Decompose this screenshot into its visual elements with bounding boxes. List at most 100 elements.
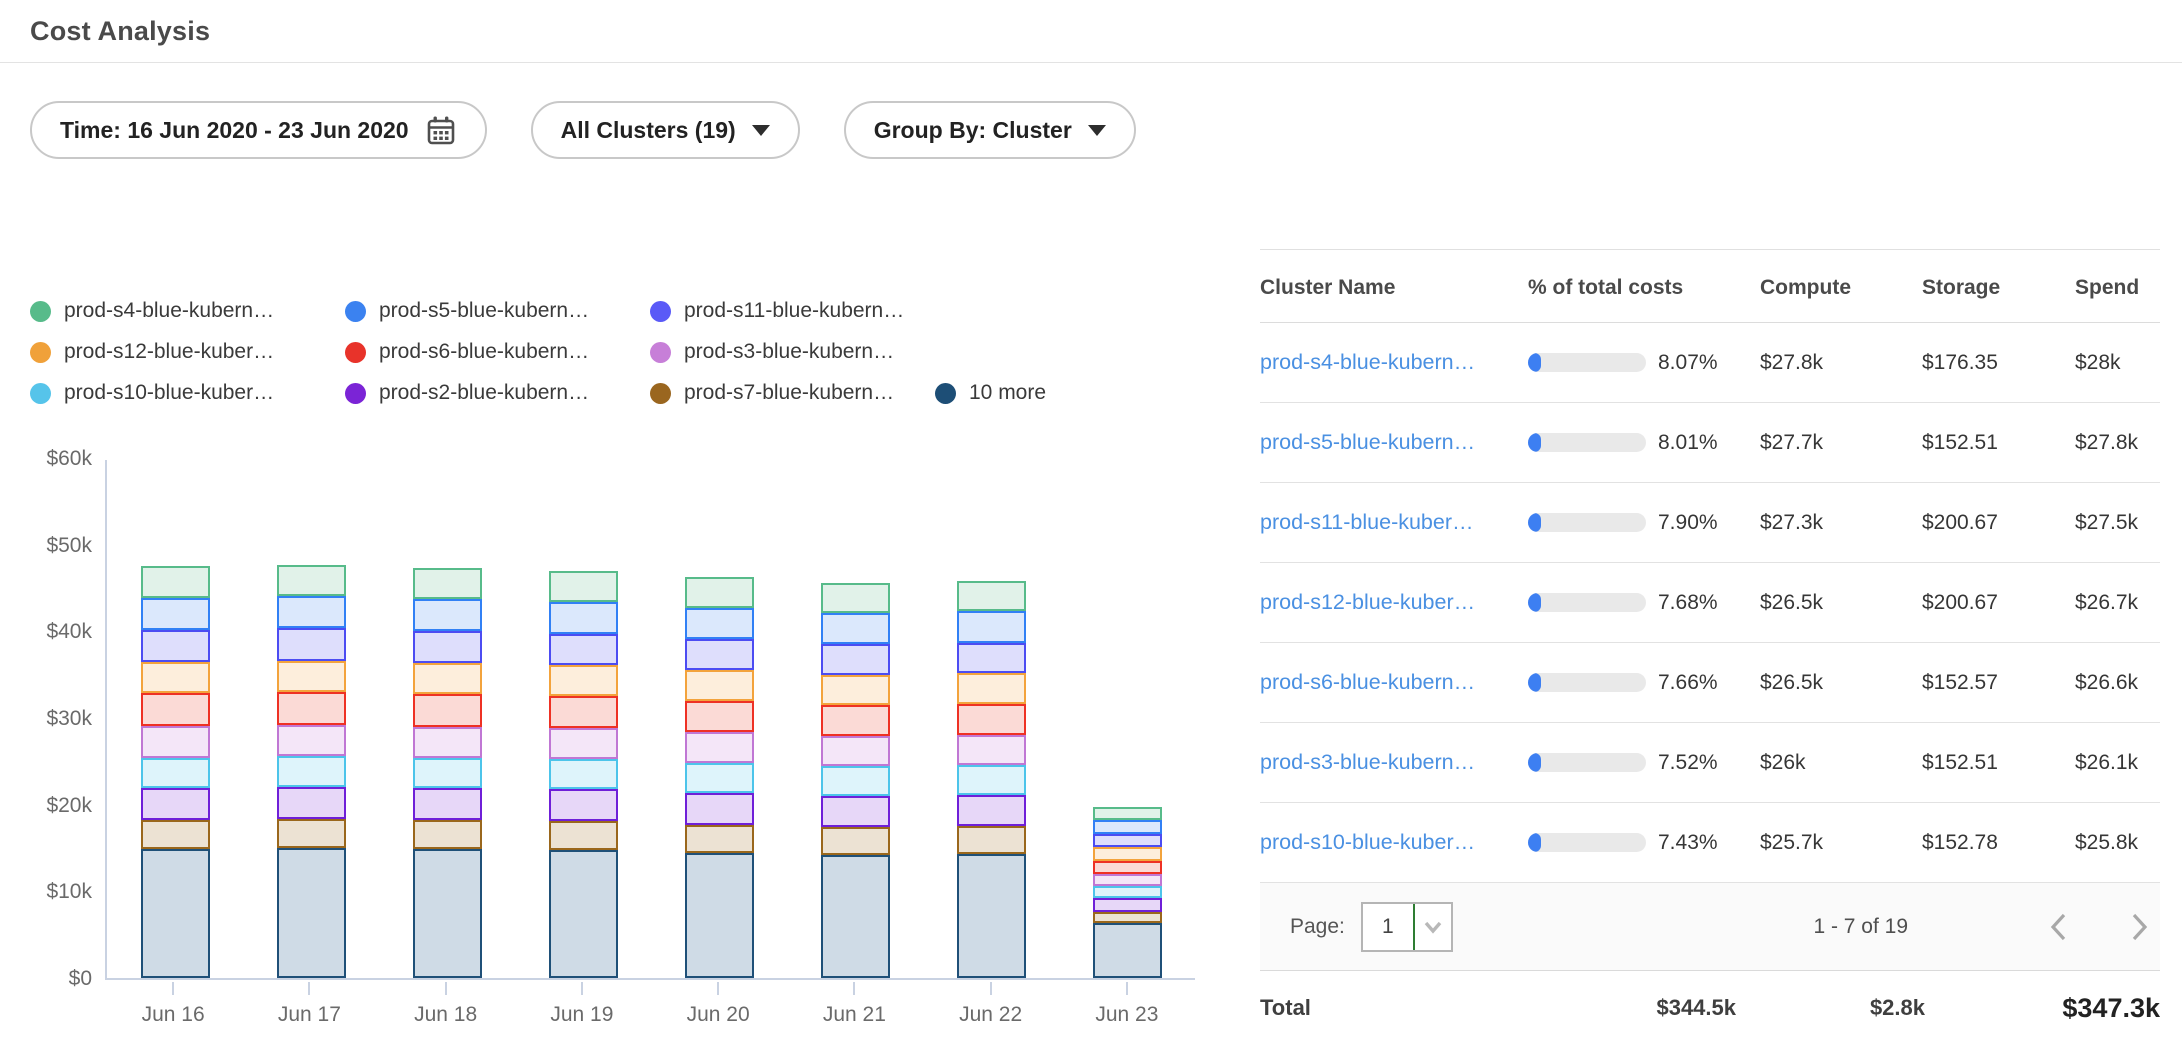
stacked-bar[interactable] (684, 577, 754, 978)
bar-segment[interactable] (820, 766, 890, 796)
cluster-name-link[interactable]: prod-s4-blue-kubern… (1260, 350, 1476, 374)
bar-segment[interactable] (1092, 847, 1162, 861)
bar-segment[interactable] (412, 663, 482, 695)
legend-item[interactable]: prod-s12-blue-kuber… (30, 340, 345, 364)
cluster-name-link[interactable]: prod-s11-blue-kuber… (1260, 510, 1474, 534)
bar-segment[interactable] (276, 819, 346, 848)
bar-segment[interactable] (956, 673, 1026, 704)
stacked-bar[interactable] (820, 582, 890, 978)
bar-segment[interactable] (820, 582, 890, 614)
bar-segment[interactable] (276, 786, 346, 819)
bar-segment[interactable] (956, 642, 1026, 674)
bar-segment[interactable] (1092, 873, 1162, 887)
bar-segment[interactable] (820, 704, 890, 736)
bar-segment[interactable] (956, 854, 1026, 978)
bar-segment[interactable] (276, 848, 346, 978)
time-range-filter-button[interactable]: Time: 16 Jun 2020 - 23 Jun 2020 (30, 101, 487, 159)
legend-item[interactable]: prod-s2-blue-kubern… (345, 381, 650, 405)
bar-segment[interactable] (412, 599, 482, 632)
stacked-bar[interactable] (956, 581, 1026, 978)
bar-segment[interactable] (548, 728, 618, 760)
bar-segment[interactable] (820, 674, 890, 705)
bar-segment[interactable] (140, 693, 210, 726)
bar-segment[interactable] (820, 643, 890, 675)
bar-segment[interactable] (684, 700, 754, 733)
cluster-name-link[interactable]: prod-s6-blue-kubern… (1260, 670, 1476, 694)
legend-item[interactable]: prod-s6-blue-kubern… (345, 340, 650, 364)
legend-item[interactable]: prod-s11-blue-kubern… (650, 299, 935, 323)
bar-segment[interactable] (1092, 860, 1162, 874)
next-page-button[interactable] (2116, 905, 2160, 949)
bar-segment[interactable] (548, 571, 618, 603)
bar-segment[interactable] (412, 788, 482, 821)
legend-item[interactable]: prod-s7-blue-kubern… (650, 381, 935, 405)
clusters-filter-dropdown[interactable]: All Clusters (19) (530, 101, 800, 159)
bar-segment[interactable] (276, 756, 346, 787)
bar-segment[interactable] (684, 824, 754, 854)
bar-segment[interactable] (140, 566, 210, 598)
bar-segment[interactable] (276, 628, 346, 661)
cluster-name-link[interactable]: prod-s12-blue-kuber… (1260, 590, 1476, 614)
legend-item[interactable]: prod-s4-blue-kubern… (30, 299, 345, 323)
bar-segment[interactable] (684, 608, 754, 640)
bar-segment[interactable] (1092, 807, 1162, 821)
bar-segment[interactable] (548, 665, 618, 697)
legend-item[interactable]: prod-s3-blue-kubern… (650, 340, 935, 364)
bar-segment[interactable] (1092, 912, 1162, 924)
bar-segment[interactable] (412, 694, 482, 727)
cluster-name-link[interactable]: prod-s3-blue-kubern… (1260, 750, 1476, 774)
bar-segment[interactable] (684, 639, 754, 671)
bar-segment[interactable] (548, 789, 618, 822)
bar-segment[interactable] (412, 631, 482, 664)
bar-segment[interactable] (140, 725, 210, 758)
bar-segment[interactable] (684, 732, 754, 764)
bar-segment[interactable] (548, 602, 618, 634)
bar-segment[interactable] (1092, 834, 1162, 848)
bar-segment[interactable] (548, 633, 618, 666)
bar-segment[interactable] (820, 795, 890, 827)
cluster-name-link[interactable]: prod-s5-blue-kubern… (1260, 430, 1476, 454)
bar-segment[interactable] (276, 660, 346, 692)
bar-segment[interactable] (276, 691, 346, 725)
bar-segment[interactable] (412, 820, 482, 849)
bar-segment[interactable] (684, 763, 754, 794)
bar-segment[interactable] (548, 759, 618, 790)
bar-segment[interactable] (412, 757, 482, 789)
bar-segment[interactable] (956, 611, 1026, 643)
bar-segment[interactable] (956, 765, 1026, 795)
stacked-bar[interactable] (140, 566, 210, 978)
bar-segment[interactable] (956, 581, 1026, 612)
cluster-name-link[interactable]: prod-s10-blue-kuber… (1260, 830, 1476, 854)
stacked-bar[interactable] (276, 565, 346, 978)
bar-segment[interactable] (1092, 886, 1162, 899)
bar-segment[interactable] (684, 577, 754, 609)
bar-segment[interactable] (820, 854, 890, 978)
bar-segment[interactable] (276, 565, 346, 597)
bar-segment[interactable] (1092, 820, 1162, 835)
bar-segment[interactable] (276, 724, 346, 757)
bar-segment[interactable] (140, 661, 210, 694)
legend-item[interactable]: 10 more (935, 381, 1205, 405)
bar-segment[interactable] (140, 757, 210, 788)
bar-segment[interactable] (684, 853, 754, 978)
legend-item[interactable]: prod-s5-blue-kubern… (345, 299, 650, 323)
bar-segment[interactable] (140, 820, 210, 849)
bar-segment[interactable] (956, 794, 1026, 826)
stacked-bar[interactable] (548, 571, 618, 978)
bar-segment[interactable] (548, 821, 618, 850)
bar-segment[interactable] (140, 629, 210, 662)
bar-segment[interactable] (684, 670, 754, 701)
bar-segment[interactable] (820, 826, 890, 855)
bar-segment[interactable] (548, 849, 618, 978)
bar-segment[interactable] (820, 735, 890, 767)
bar-segment[interactable] (548, 696, 618, 729)
previous-page-button[interactable] (2038, 905, 2082, 949)
bar-segment[interactable] (276, 596, 346, 629)
legend-item[interactable]: prod-s10-blue-kuber… (30, 381, 345, 405)
bar-segment[interactable] (820, 613, 890, 644)
bar-segment[interactable] (956, 825, 1026, 855)
bar-segment[interactable] (140, 787, 210, 821)
bar-segment[interactable] (1092, 923, 1162, 978)
bar-segment[interactable] (140, 848, 210, 978)
bar-segment[interactable] (140, 597, 210, 630)
